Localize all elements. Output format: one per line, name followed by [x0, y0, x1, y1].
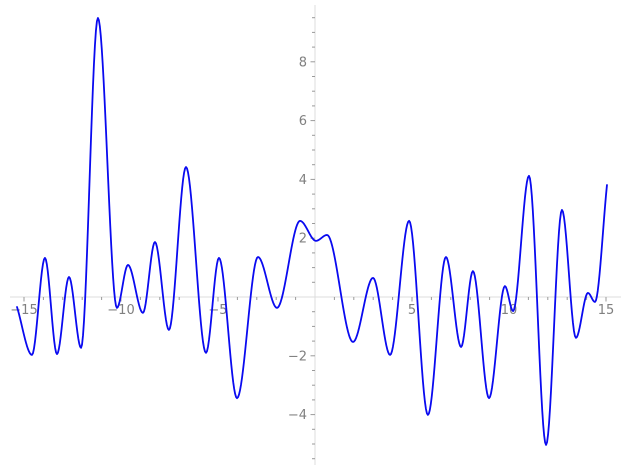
x-tick-label: 10: [501, 303, 518, 318]
y-tick-label: 2: [299, 232, 307, 247]
x-tick-label: 15: [598, 303, 615, 318]
y-tick-label: −2: [288, 349, 307, 364]
y-tick-label: 8: [299, 55, 307, 70]
y-tick-label: 4: [299, 173, 307, 188]
x-tick-label: −10: [107, 303, 134, 318]
y-tick-label: 6: [299, 114, 307, 129]
function-curve: [16, 17, 608, 446]
y-tick-label: −4: [288, 408, 307, 423]
x-tick-label: −15: [10, 303, 37, 318]
x-tick-label: 5: [408, 303, 416, 318]
